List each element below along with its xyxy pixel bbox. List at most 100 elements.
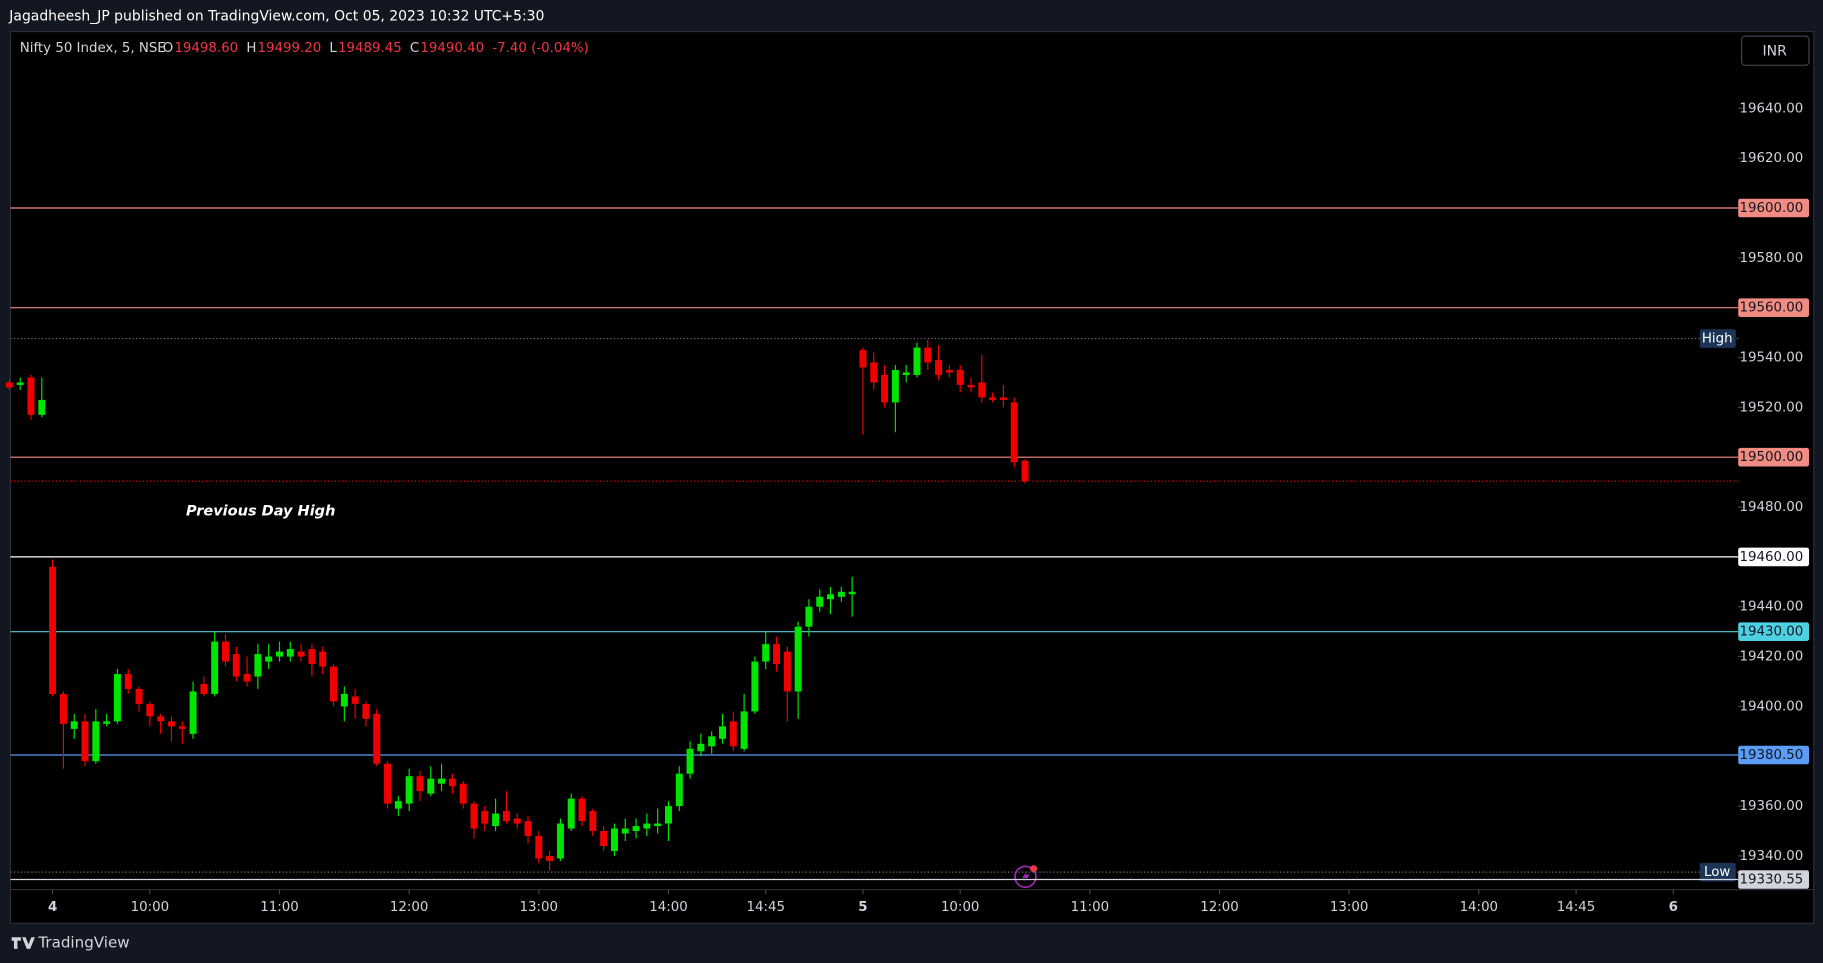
candle-body <box>967 384 975 388</box>
candle-body <box>373 713 381 764</box>
currency-button[interactable] <box>1741 35 1810 66</box>
candle-body <box>416 776 424 792</box>
candle-body <box>935 360 943 375</box>
y-tick-label: 19640.00 <box>1739 101 1803 116</box>
candle-body <box>524 821 532 837</box>
candle-body <box>178 726 186 729</box>
candle-body <box>330 666 338 702</box>
candle-body <box>762 644 770 662</box>
range-badge <box>1699 862 1736 882</box>
brand: TradingView <box>37 934 129 952</box>
candle-body <box>632 826 640 832</box>
price-line-badge <box>1738 298 1810 317</box>
candle-body <box>567 798 575 829</box>
candle-body <box>675 773 683 807</box>
price-line-label: 19380.50 <box>1739 748 1803 763</box>
x-tick-label: 14:00 <box>1460 900 1498 915</box>
candle-body <box>600 831 608 846</box>
x-tick-label: 6 <box>1669 900 1678 915</box>
candle-body <box>113 674 121 722</box>
candle-body <box>589 811 597 832</box>
candle-body <box>1021 460 1029 482</box>
candle-body <box>351 696 359 704</box>
x-tick-label: 13:00 <box>520 900 559 915</box>
y-tick-label: 19360.00 <box>1739 799 1803 814</box>
x-tick-label: 14:00 <box>649 900 687 915</box>
candle-body <box>59 693 67 724</box>
publisher-line: Jagadheesh_JP published on TradingView.c… <box>8 8 544 24</box>
candle-body <box>891 369 899 403</box>
candle-body <box>481 811 489 824</box>
candle-body <box>27 377 35 415</box>
candle-body <box>200 683 208 694</box>
candle-body <box>92 721 100 762</box>
candle-body <box>535 836 543 859</box>
price-line-badge <box>1738 622 1810 641</box>
candle-body <box>297 651 305 657</box>
y-tick-label: 19620.00 <box>1739 151 1803 166</box>
candle-body <box>513 818 521 824</box>
candle-body <box>610 828 618 851</box>
price-line-label: 19430.00 <box>1739 625 1803 640</box>
candle-body <box>502 811 510 822</box>
candle-body <box>394 801 402 809</box>
candle-body <box>189 691 197 734</box>
x-tick-label: 14:45 <box>1557 900 1596 915</box>
price-line-badge <box>1738 870 1810 889</box>
price-line-label: 19560.00 <box>1739 301 1803 316</box>
y-tick-label: 19400.00 <box>1739 699 1803 714</box>
candle-body <box>340 693 348 707</box>
candle-body <box>999 397 1007 400</box>
candle-body <box>135 688 143 704</box>
candle-body <box>276 651 283 657</box>
candle-body <box>546 855 554 861</box>
candle-body <box>103 721 111 724</box>
legend-value: 19499.20 <box>258 41 322 56</box>
candle-body <box>643 823 651 829</box>
candle-body <box>146 703 154 717</box>
candle-body <box>697 743 705 752</box>
currency-label[interactable]: INR <box>1763 43 1788 59</box>
x-tick-label: 13:00 <box>1330 900 1369 915</box>
x-tick-label: 12:00 <box>390 900 429 915</box>
y-tick-label: 19440.00 <box>1739 600 1803 615</box>
candle-body <box>827 594 835 600</box>
candle-body <box>384 763 392 804</box>
candle-body <box>265 656 273 662</box>
footer: TradingView <box>11 934 130 952</box>
candle-body <box>232 654 240 677</box>
candle-body <box>913 347 921 375</box>
x-tick-label: 11:00 <box>260 900 298 915</box>
candle-body <box>783 651 791 692</box>
candle-body <box>38 399 46 415</box>
candle-body <box>438 778 446 784</box>
x-tick-label: 10:00 <box>941 900 979 915</box>
candle-body <box>16 382 24 385</box>
price-line-badge <box>1738 547 1810 567</box>
candle-body <box>654 823 662 827</box>
candle-body <box>859 350 867 368</box>
y-tick-label: 19480.00 <box>1739 500 1803 515</box>
candle-body <box>49 566 57 694</box>
candle-body <box>319 651 327 667</box>
legend-key: C <box>410 41 419 56</box>
candle-body <box>308 649 316 665</box>
price-line-label: 19600.00 <box>1739 201 1803 216</box>
candle-body <box>870 362 878 383</box>
chart-panel <box>9 30 1815 924</box>
candle-body <box>167 721 175 727</box>
candle-body <box>221 641 229 662</box>
price-line-badge <box>1738 745 1810 765</box>
x-tick-label: 5 <box>858 900 867 915</box>
range-label: Low <box>1704 865 1730 880</box>
candle-body <box>989 397 997 400</box>
candle-body <box>686 748 694 774</box>
candle-body <box>470 803 478 829</box>
candle-body <box>837 591 845 597</box>
price-line-label: 19500.00 <box>1739 450 1803 465</box>
candle-body <box>773 644 781 665</box>
candle-body <box>254 654 262 677</box>
candle-body <box>751 661 759 712</box>
